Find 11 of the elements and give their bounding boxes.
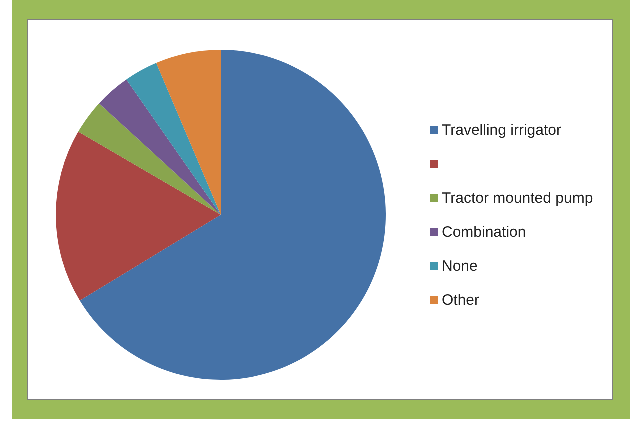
pie-slice xyxy=(80,50,386,380)
legend-label: Combination xyxy=(442,224,526,241)
pie-slice xyxy=(126,63,221,215)
pie-slice xyxy=(99,80,221,215)
legend-label: Travelling irrigator xyxy=(442,122,562,139)
legend-label: Tractor mounted pump xyxy=(442,190,594,207)
pie-slice xyxy=(78,104,221,215)
pie-slice xyxy=(156,50,221,215)
legend-label: None xyxy=(442,258,478,275)
pie-slice xyxy=(56,132,221,301)
legend-label: Other xyxy=(442,292,480,309)
